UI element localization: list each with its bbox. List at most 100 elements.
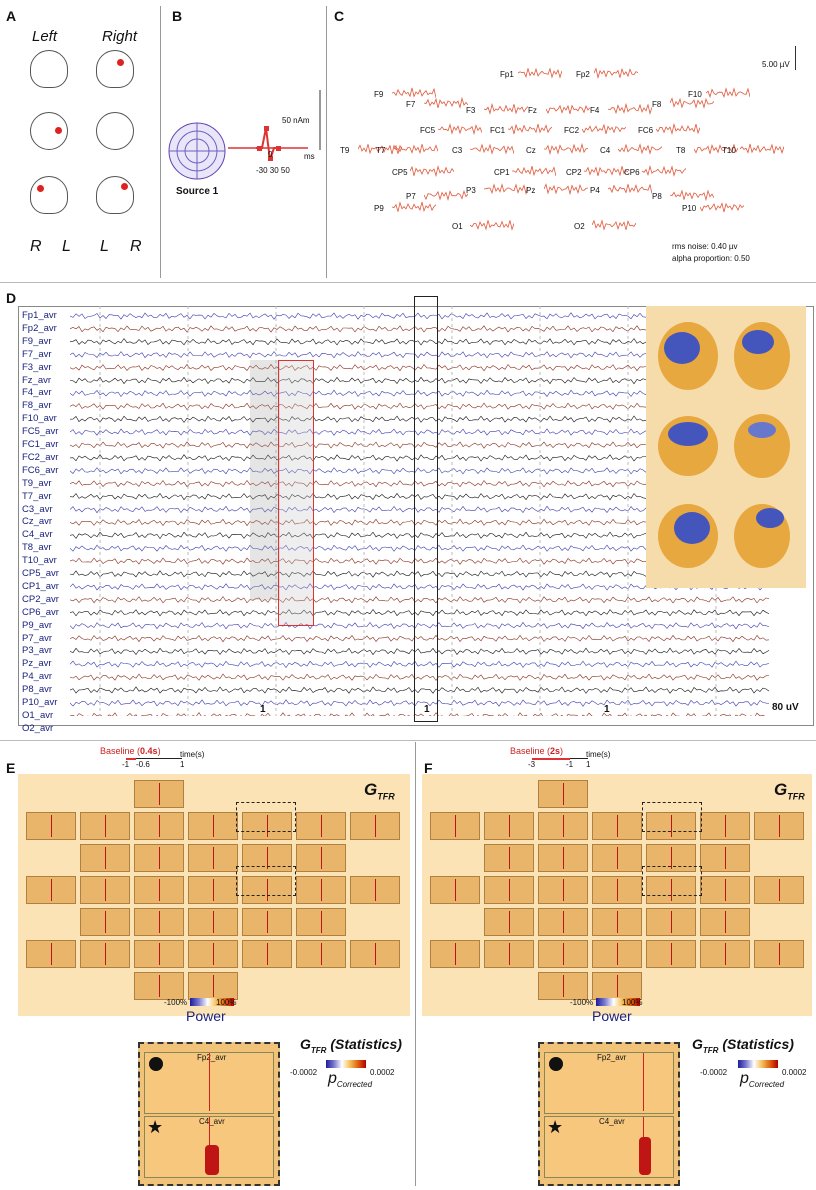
source-unit: ms	[304, 152, 315, 161]
tfr-mini-plot	[296, 940, 346, 968]
panel-label-c: C	[334, 8, 345, 24]
head-right-bottom	[96, 176, 134, 214]
f-baseline: Baseline (2s)	[510, 746, 564, 756]
eeg-channel-trace	[70, 634, 770, 643]
c-channel-label: Fp1	[500, 70, 514, 79]
f-gtfr: GTFR	[774, 780, 805, 802]
c-channel-label: Fz	[528, 106, 537, 115]
source-scale: 50 nAm	[282, 116, 310, 125]
eeg-channel-label: C3_avr	[22, 503, 53, 515]
f-stats-title: GTFR (Statistics)	[692, 1036, 794, 1055]
eeg-channel-label: F10_avr	[22, 413, 57, 425]
eeg-channel-label: O2_avr	[22, 722, 54, 734]
e-baseline: Baseline (0.4s)	[100, 746, 161, 756]
eeg-channel-label: F4_avr	[22, 387, 52, 399]
c-channel-label: CP6	[624, 168, 640, 177]
tfr-mini-plot	[134, 812, 184, 840]
e-stat-c4: ★ C4_avr	[144, 1116, 274, 1178]
c-channel-trace	[642, 164, 686, 177]
c-channel-trace	[394, 144, 438, 155]
eeg-channel-label: P7_avr	[22, 632, 53, 644]
c-channel-trace	[512, 165, 556, 177]
c-channel-label: FC6	[638, 126, 654, 135]
c-scale: 5.00 µV	[762, 60, 790, 69]
tfr-mini-plot	[700, 940, 750, 968]
f-tfr-grid	[422, 774, 812, 1016]
e-p-max: 0.0002	[370, 1068, 395, 1077]
orient-l-1: L	[62, 238, 71, 255]
tfr-mini-plot	[188, 812, 238, 840]
tfr-mini-plot	[484, 908, 534, 936]
c-channel-map: Fp1 Fp2 F9 F7 F3 Fz F4 F8 F10 FC5 FC1 FC2 FC6 T9 T7 C3 C…	[330, 67, 810, 240]
c-channel-label: F3	[466, 106, 476, 115]
panel-label-f: F	[424, 760, 433, 776]
tfr-mini-plot	[538, 812, 588, 840]
c-channel-trace	[700, 202, 744, 213]
tfr-mini-plot	[646, 844, 696, 872]
separator-ab	[160, 6, 161, 278]
c-channel-label: FC1	[490, 126, 506, 135]
tfr-mini-plot	[242, 812, 292, 840]
tfr-mini-plot	[646, 812, 696, 840]
c-channel-trace	[484, 102, 528, 115]
eeg-channel-label: P4_avr	[22, 671, 53, 683]
tfr-mini-plot	[484, 812, 534, 840]
eeg-marker-1: 1	[260, 704, 266, 715]
f-tick-1: -3	[528, 760, 536, 769]
c-channel-trace	[470, 143, 514, 155]
eeg-marker-2: 1	[424, 704, 430, 715]
c-channel-label: T9	[340, 146, 350, 155]
c-channel-trace	[410, 165, 454, 178]
tfr-mini-plot	[646, 908, 696, 936]
e-tick-1: -1	[122, 760, 130, 769]
c-channel-trace	[618, 143, 662, 155]
tfr-mini-plot	[538, 844, 588, 872]
e-p-label: pCorrected	[328, 1070, 373, 1090]
tfr-mini-plot	[350, 940, 400, 968]
e-power-colorbar	[190, 998, 234, 1006]
c-channel-trace	[740, 143, 784, 155]
tfr-mini-plot	[754, 876, 804, 904]
eeg-cursor-box[interactable]	[414, 296, 438, 722]
f-time-label: time(s)	[586, 750, 611, 759]
c-channel-label: F4	[590, 106, 600, 115]
eeg-channel-label: F9_avr	[22, 335, 52, 347]
tfr-mini-plot	[134, 940, 184, 968]
e-stat-c4-label: C4_avr	[199, 1117, 225, 1126]
tfr-mini-plot	[242, 876, 292, 904]
left-label: Left	[32, 28, 58, 45]
tfr-mini-plot	[80, 876, 130, 904]
c-channel-trace	[508, 123, 552, 135]
c-channel-trace	[670, 189, 714, 202]
eeg-channel-label: F3_avr	[22, 361, 52, 373]
e-stat-fp2-label: Fp2_avr	[197, 1053, 227, 1062]
tfr-mini-plot	[134, 780, 184, 808]
eeg-channel-label: P10_avr	[22, 697, 58, 708]
f-tick-2: -1	[566, 760, 574, 769]
tfr-mini-plot	[592, 812, 642, 840]
circle-icon	[549, 1057, 563, 1071]
c-channel-label: C4	[600, 146, 611, 155]
e-stats-title: GTFR (Statistics)	[300, 1036, 402, 1055]
f-stat-fp2-label: Fp2_avr	[597, 1053, 627, 1062]
tfr-mini-plot	[26, 940, 76, 968]
c-channel-trace	[484, 183, 528, 196]
f-stat-c4: ★ C4_avr	[544, 1116, 674, 1178]
e-tfr-grid	[18, 774, 410, 1016]
tfr-mini-plot	[700, 844, 750, 872]
eeg-channel-label: FC2_avr	[22, 451, 59, 463]
tfr-mini-plot	[188, 876, 238, 904]
c-channel-label: F7	[406, 100, 416, 109]
tfr-mini-plot	[134, 972, 184, 1000]
tfr-mini-plot	[296, 908, 346, 936]
e-stat-fp2: Fp2_avr	[144, 1052, 274, 1114]
eeg-channel-label: CP1_avr	[22, 580, 59, 592]
orient-l-2: L	[100, 238, 109, 255]
eeg-channel-trace	[70, 608, 770, 617]
tfr-mini-plot	[484, 844, 534, 872]
c-channel-label: FC2	[564, 126, 580, 135]
c-channel-trace	[392, 87, 436, 98]
eeg-channel-trace	[70, 621, 770, 630]
eeg-channel-trace	[70, 673, 770, 681]
tfr-mini-plot	[80, 812, 130, 840]
